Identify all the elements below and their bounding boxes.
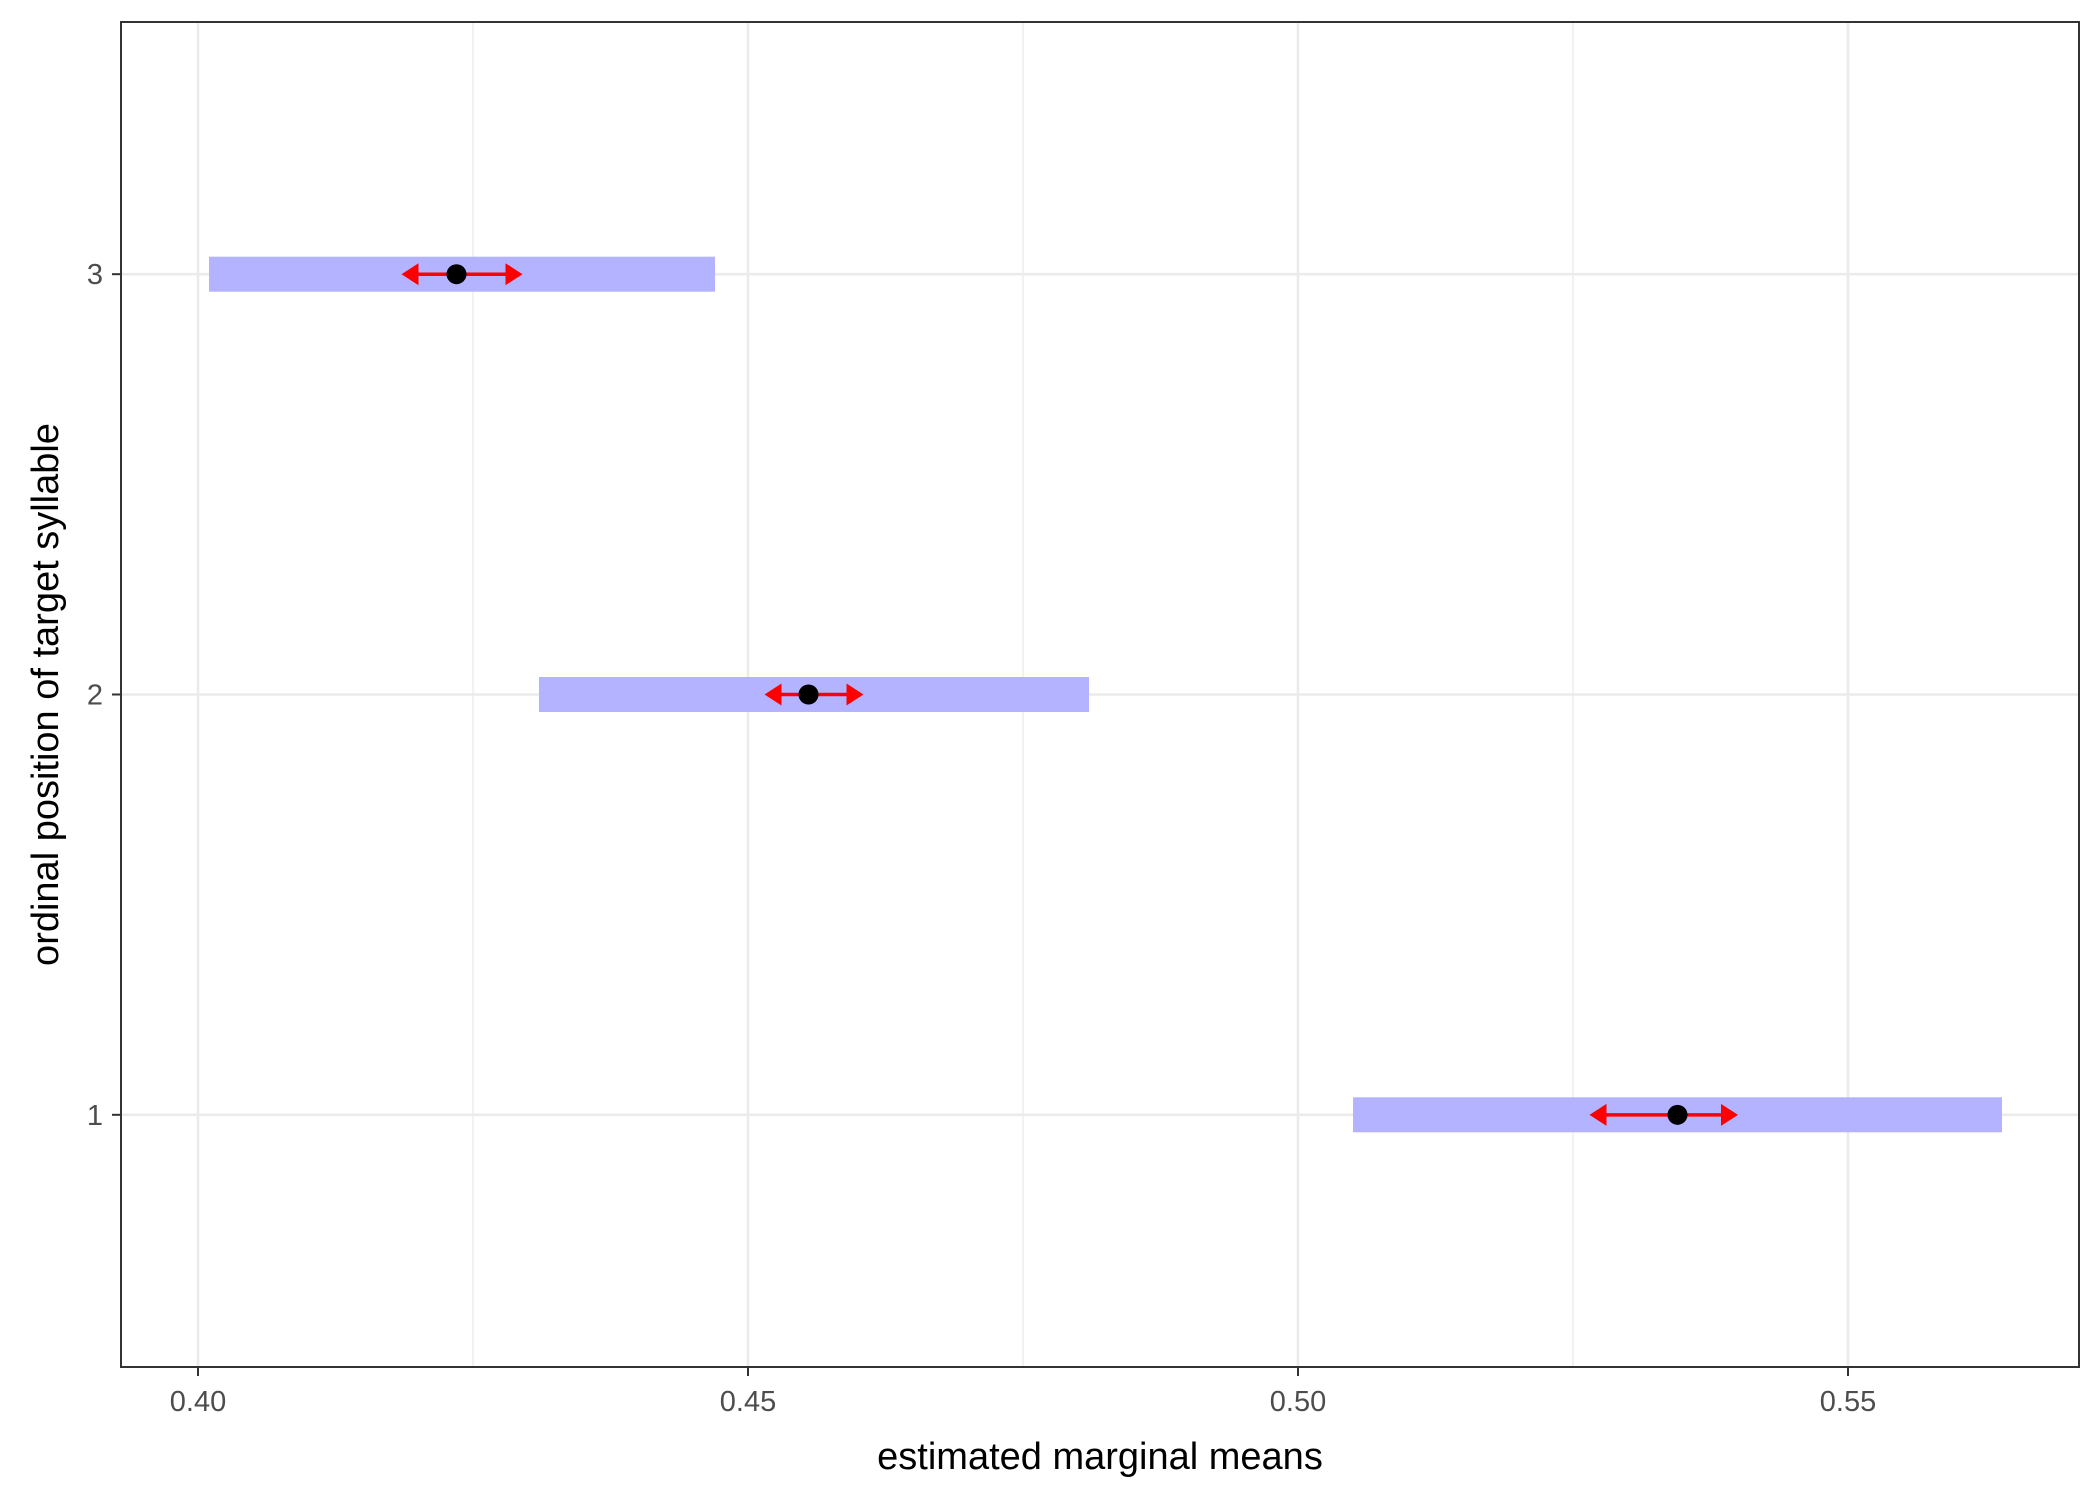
y-tick-label: 1 bbox=[87, 1100, 103, 1132]
comparison-arrow-head-right bbox=[1721, 1103, 1738, 1126]
mean-point bbox=[1667, 1104, 1688, 1125]
mean-points bbox=[446, 264, 1688, 1125]
y-tick-label: 3 bbox=[87, 259, 103, 291]
mean-point bbox=[798, 684, 819, 705]
y-tick-label: 2 bbox=[87, 680, 103, 712]
x-tick-label: 0.50 bbox=[1270, 1386, 1326, 1418]
x-tick-label: 0.45 bbox=[720, 1386, 776, 1418]
comparison-arrow-head-left bbox=[764, 683, 782, 706]
y-axis-title: ordinal position of target syllable bbox=[25, 423, 67, 966]
axes: 0.40 0.45 0.50 0.55 1 2 3 bbox=[87, 259, 1876, 1418]
comparison-arrows bbox=[401, 263, 1738, 1126]
comparison-arrow-head-left bbox=[1589, 1103, 1607, 1126]
x-tick-label: 0.55 bbox=[1820, 1386, 1876, 1418]
comparison-arrow-head-right bbox=[505, 263, 523, 286]
mean-point bbox=[446, 264, 467, 285]
x-tick-label: 0.40 bbox=[170, 1386, 226, 1418]
comparison-arrow-head-right bbox=[846, 683, 864, 706]
x-axis-title: estimated marginal means bbox=[877, 1436, 1323, 1478]
comparison-arrow-head-left bbox=[401, 263, 419, 286]
